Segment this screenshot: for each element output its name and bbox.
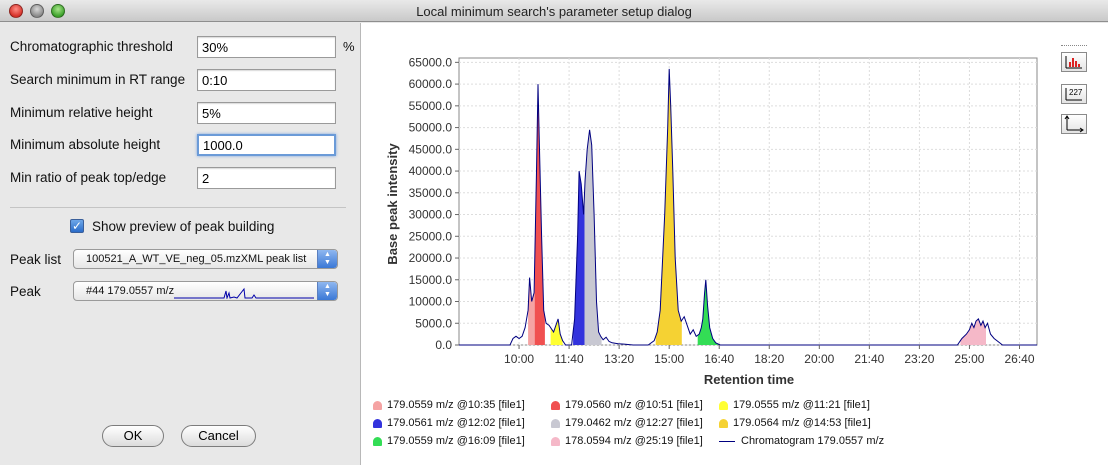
legend-swatch (551, 437, 560, 446)
y-tick-label: 25000.0 (409, 229, 453, 243)
close-window-button[interactable] (9, 4, 23, 18)
x-tick-label: 23:20 (904, 352, 934, 366)
search-minimum-rt-range-input[interactable] (197, 69, 336, 91)
chart-axes: 0.0 5000.0 10000.0 15000.0 20000.0 25000.0 300… (409, 55, 1035, 366)
y-tick-label: 0.0 (435, 338, 452, 352)
min-ratio-peak-top-edge-input[interactable] (197, 167, 336, 189)
legend-label: 179.0559 m/z @16:09 [file1] (387, 435, 525, 447)
legend-swatch (719, 401, 728, 410)
param-row-chromatographic-threshold: Chromatographic threshold % (10, 36, 355, 58)
minimum-absolute-height-input[interactable] (197, 134, 336, 156)
peak-value: #44 179.0557 m/z (86, 285, 175, 297)
x-tick-label: 13:20 (604, 352, 634, 366)
y-tick-label: 15000.0 (409, 273, 453, 287)
peak-area-4 (573, 171, 585, 345)
show-preview-checkbox[interactable]: ✓ (70, 219, 84, 233)
legend-label: 179.0560 m/z @10:51 [file1] (565, 399, 703, 411)
x-tick-label: 25:00 (954, 352, 984, 366)
x-axis-label: Retention time (704, 372, 794, 387)
x-tick-label: 20:00 (804, 352, 834, 366)
window-title: Local minimum search's parameter setup d… (416, 4, 692, 19)
y-tick-label: 65000.0 (409, 55, 453, 69)
param-row-minimum-absolute-height: Minimum absolute height (10, 134, 350, 156)
peak-label: Peak (10, 284, 41, 299)
y-tick-label: 35000.0 (409, 186, 453, 200)
legend-swatch (551, 401, 560, 410)
chromatogram-trace (459, 68, 1037, 346)
axes-icon[interactable] (1061, 114, 1087, 134)
param-label: Min ratio of peak top/edge (10, 170, 167, 185)
chromatogram-chart[interactable]: 0.0 5000.0 10000.0 15000.0 20000.0 25000.0 300… (361, 23, 1108, 393)
parameter-panel: Chromatographic threshold % Search minim… (0, 23, 360, 465)
peak-list-select[interactable]: 100521_A_WT_VE_neg_05.mzXML peak list ▲ ▼ (73, 249, 338, 269)
peak-sparkline-icon (174, 287, 314, 299)
y-tick-label: 20000.0 (409, 251, 453, 265)
param-label: Search minimum in RT range (10, 72, 186, 87)
chart-grid (458, 57, 1038, 346)
y-tick-label: 50000.0 (409, 121, 453, 135)
y-tick-label: 5000.0 (415, 316, 452, 330)
svg-text:227: 227 (1069, 88, 1083, 97)
param-row-min-ratio-peak-top-edge: Min ratio of peak top/edge (10, 167, 350, 189)
chromatogram-line (459, 68, 1037, 346)
peak-list-label: Peak list (10, 252, 62, 267)
cancel-button[interactable]: Cancel (181, 425, 256, 447)
peak-area-8 (960, 318, 986, 345)
minimum-relative-height-input[interactable] (197, 102, 336, 124)
y-tick-label: 10000.0 (409, 295, 453, 309)
legend-label: 179.0559 m/z @10:35 [file1] (387, 399, 525, 411)
param-row-minimum-relative-height: Minimum relative height (10, 102, 350, 124)
x-tick-label: 11:40 (555, 352, 584, 366)
title-bar: Local minimum search's parameter setup d… (0, 0, 1108, 22)
param-row-search-minimum-rt-range: Search minimum in RT range (10, 69, 350, 91)
legend-swatch (719, 419, 728, 428)
peak-area-5 (584, 129, 602, 345)
divider (10, 207, 346, 208)
legend-label: 178.0594 m/z @25:19 [file1] (565, 435, 703, 447)
y-tick-label: 60000.0 (409, 77, 453, 91)
chromatographic-threshold-input[interactable] (197, 36, 336, 58)
y-tick-label: 30000.0 (409, 208, 453, 222)
y-tick-label: 45000.0 (409, 142, 453, 156)
chevron-updown-icon: ▲ ▼ (317, 282, 337, 300)
y-tick-label: 40000.0 (409, 164, 453, 178)
minimize-window-button[interactable] (30, 4, 44, 18)
peak-list-value: 100521_A_WT_VE_neg_05.mzXML peak list (86, 253, 307, 265)
x-tick-label: 21:40 (854, 352, 884, 366)
x-tick-label: 16:40 (704, 352, 734, 366)
param-unit: % (343, 39, 355, 54)
zoom-window-button[interactable] (51, 4, 65, 18)
toolbar-divider (1061, 45, 1087, 46)
peak-select[interactable]: #44 179.0557 m/z ▲ ▼ (73, 281, 338, 301)
y-axis-label: Base peak intensity (385, 143, 400, 265)
param-label: Minimum absolute height (10, 137, 161, 152)
legend-swatch (373, 401, 382, 410)
legend-label: 179.0564 m/z @14:53 [file1] (733, 417, 871, 429)
legend-swatch (373, 437, 382, 446)
legend-label: 179.0555 m/z @11:21 [file1] (733, 399, 870, 411)
chevron-updown-icon: ▲ ▼ (317, 250, 337, 268)
ok-button[interactable]: OK (102, 425, 164, 447)
show-preview-label: Show preview of peak building (92, 219, 275, 234)
x-tick-label: 18:20 (754, 352, 784, 366)
peak-area-3 (550, 318, 563, 345)
legend-swatch (551, 419, 560, 428)
legend-label: 179.0561 m/z @12:02 [file1] (387, 417, 525, 429)
label-toggle-icon[interactable]: 227 (1061, 84, 1087, 104)
x-tick-label: 15:00 (654, 352, 684, 366)
y-tick-label: 55000.0 (409, 99, 453, 113)
peak-view-icon[interactable] (1061, 52, 1087, 72)
legend-label: Chromatogram 179.0557 m/z (741, 435, 885, 447)
x-tick-label: 26:40 (1004, 352, 1034, 366)
preview-panel: 0.0 5000.0 10000.0 15000.0 20000.0 25000.0 300… (360, 23, 1108, 465)
param-label: Chromatographic threshold (10, 39, 173, 54)
legend-line-swatch (719, 441, 735, 442)
legend-swatch (373, 419, 382, 428)
legend-label: 179.0462 m/z @12:27 [file1] (565, 417, 703, 429)
param-label: Minimum relative height (10, 105, 153, 120)
x-tick-label: 10:00 (504, 352, 534, 366)
